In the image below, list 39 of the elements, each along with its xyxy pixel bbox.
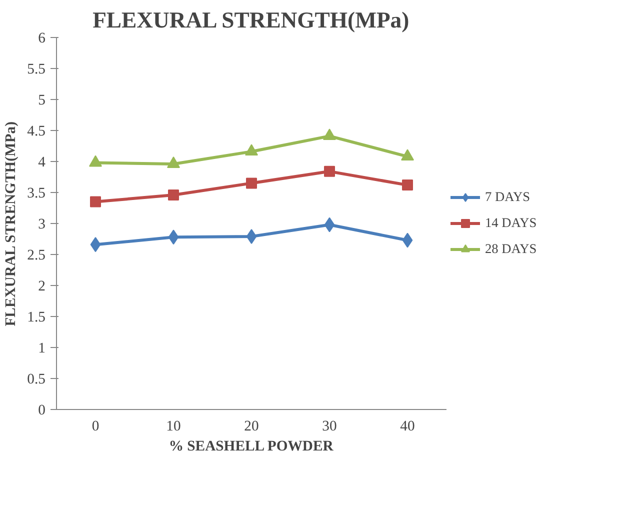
point	[90, 237, 101, 252]
point	[167, 156, 180, 168]
y-tick-label: 1.5	[27, 310, 46, 326]
x-tick-label: 20	[244, 418, 259, 434]
y-tick-label: 6	[38, 30, 46, 46]
y-tick-label: 5	[38, 92, 46, 108]
legend-label: 14 DAYS	[485, 215, 538, 231]
point	[324, 166, 335, 177]
point	[323, 128, 336, 140]
point	[168, 189, 179, 200]
x-tick-label: 40	[400, 418, 415, 434]
y-tick-label: 2.5	[27, 248, 46, 264]
chart-title: FLEXURAL STRENGTH(MPa)	[92, 8, 410, 32]
point	[324, 217, 335, 232]
y-tick-label: 4.5	[27, 124, 46, 140]
y-tick-label: 5.5	[27, 62, 46, 78]
y-tick-label: 3	[38, 216, 46, 232]
legend-label: 28 DAYS	[485, 241, 538, 257]
x-tick-label: 10	[166, 418, 181, 434]
y-tick-label: 0	[38, 402, 46, 418]
point	[246, 178, 257, 189]
x-axis-title: % SEASHELL POWDER	[168, 438, 334, 454]
y-tick-label: 3.5	[27, 186, 46, 202]
point	[401, 149, 414, 161]
y-tick-label: 1	[38, 340, 46, 356]
legend-label: 7 DAYS	[485, 189, 532, 205]
y-tick-label: 0.5	[27, 372, 46, 388]
point	[89, 155, 102, 167]
point	[90, 196, 101, 208]
x-tick-label: 0	[92, 418, 100, 434]
x-tick-label: 30	[322, 418, 337, 434]
point	[245, 144, 258, 156]
y-axis-title: FLEXURAL STRENGTH(MPa)	[3, 121, 20, 326]
y-tick-label: 4	[38, 154, 46, 170]
point	[402, 232, 413, 248]
y-tick-label: 2	[38, 278, 46, 294]
point	[246, 229, 257, 244]
point	[402, 180, 413, 191]
point	[168, 230, 179, 245]
